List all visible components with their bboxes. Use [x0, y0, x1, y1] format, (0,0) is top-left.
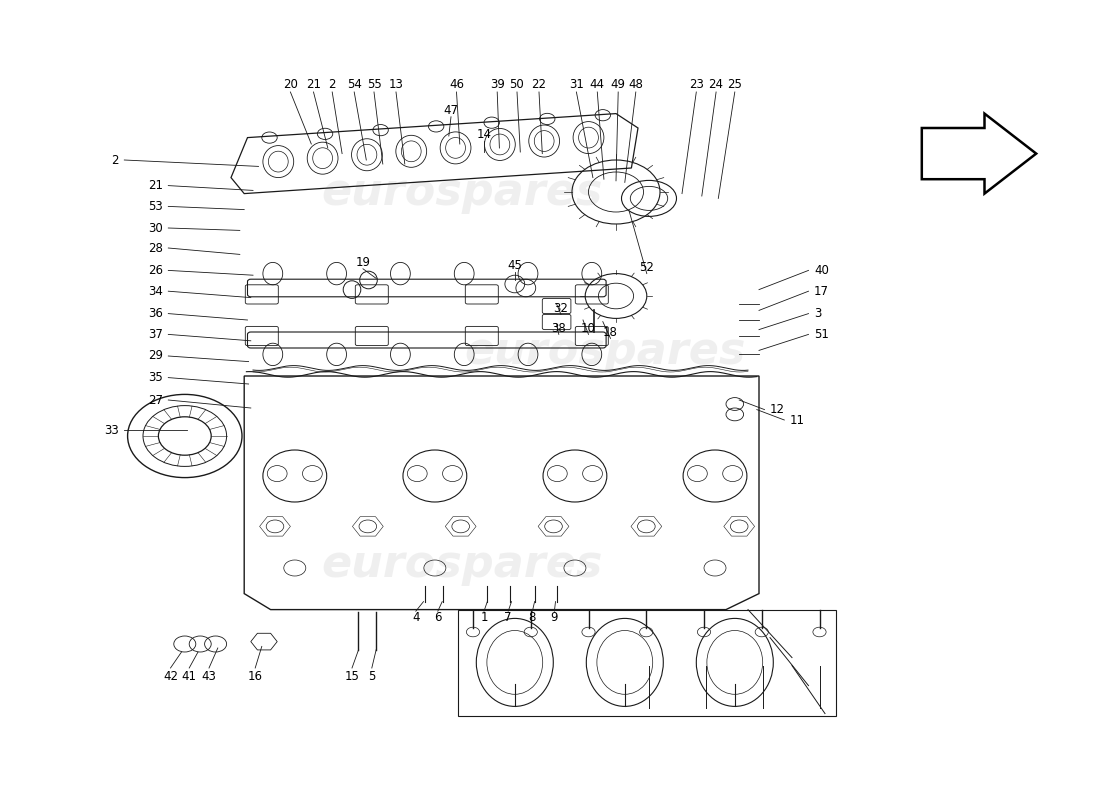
- Text: 14: 14: [476, 128, 492, 141]
- Text: 53: 53: [148, 200, 163, 213]
- Text: 47: 47: [443, 104, 459, 117]
- Text: 43: 43: [201, 670, 217, 682]
- Text: 40: 40: [814, 264, 829, 277]
- Text: 15: 15: [344, 670, 360, 682]
- Text: 17: 17: [814, 285, 829, 298]
- Text: 38: 38: [551, 322, 566, 334]
- Text: 2: 2: [329, 78, 336, 90]
- Text: 41: 41: [182, 670, 197, 682]
- Text: 6: 6: [434, 611, 441, 624]
- Text: 51: 51: [814, 328, 829, 341]
- Text: 44: 44: [590, 78, 605, 90]
- Text: 29: 29: [147, 350, 163, 362]
- Text: 49: 49: [610, 78, 626, 90]
- Text: 27: 27: [147, 394, 163, 406]
- Text: 3: 3: [814, 307, 822, 320]
- Text: 55: 55: [366, 78, 382, 90]
- Text: 1: 1: [481, 611, 487, 624]
- Text: 21: 21: [147, 179, 163, 192]
- Text: 8: 8: [529, 611, 536, 624]
- Text: 10: 10: [581, 322, 596, 334]
- Text: 34: 34: [147, 285, 163, 298]
- Text: 52: 52: [639, 261, 654, 274]
- Text: 19: 19: [355, 256, 371, 269]
- Text: 16: 16: [248, 670, 263, 682]
- Text: 36: 36: [147, 307, 163, 320]
- Text: 50: 50: [509, 78, 525, 90]
- Text: 32: 32: [553, 302, 569, 314]
- Text: 35: 35: [148, 371, 163, 384]
- Text: 33: 33: [104, 424, 119, 437]
- Text: 25: 25: [727, 78, 742, 90]
- Text: eurospares: eurospares: [321, 542, 603, 586]
- Text: 46: 46: [449, 78, 464, 90]
- Text: 11: 11: [790, 414, 805, 426]
- Text: 23: 23: [689, 78, 704, 90]
- Text: 45: 45: [507, 259, 522, 272]
- Text: 30: 30: [148, 222, 163, 234]
- Text: 54: 54: [346, 78, 362, 90]
- Text: 7: 7: [505, 611, 512, 624]
- Text: 18: 18: [603, 326, 618, 338]
- Text: 31: 31: [569, 78, 584, 90]
- Text: 26: 26: [147, 264, 163, 277]
- Text: 24: 24: [708, 78, 724, 90]
- Text: 39: 39: [490, 78, 505, 90]
- Text: eurospares: eurospares: [321, 170, 603, 214]
- Text: 13: 13: [388, 78, 404, 90]
- Text: 48: 48: [628, 78, 643, 90]
- Text: 4: 4: [412, 611, 419, 624]
- Text: 2: 2: [111, 154, 119, 166]
- Text: 37: 37: [147, 328, 163, 341]
- Text: 5: 5: [368, 670, 375, 682]
- Text: 9: 9: [551, 611, 558, 624]
- Text: 42: 42: [163, 670, 178, 682]
- Text: eurospares: eurospares: [464, 330, 746, 374]
- Text: 20: 20: [283, 78, 298, 90]
- Text: 22: 22: [531, 78, 547, 90]
- Text: 12: 12: [770, 403, 785, 416]
- Text: 28: 28: [147, 242, 163, 254]
- Text: 21: 21: [306, 78, 321, 90]
